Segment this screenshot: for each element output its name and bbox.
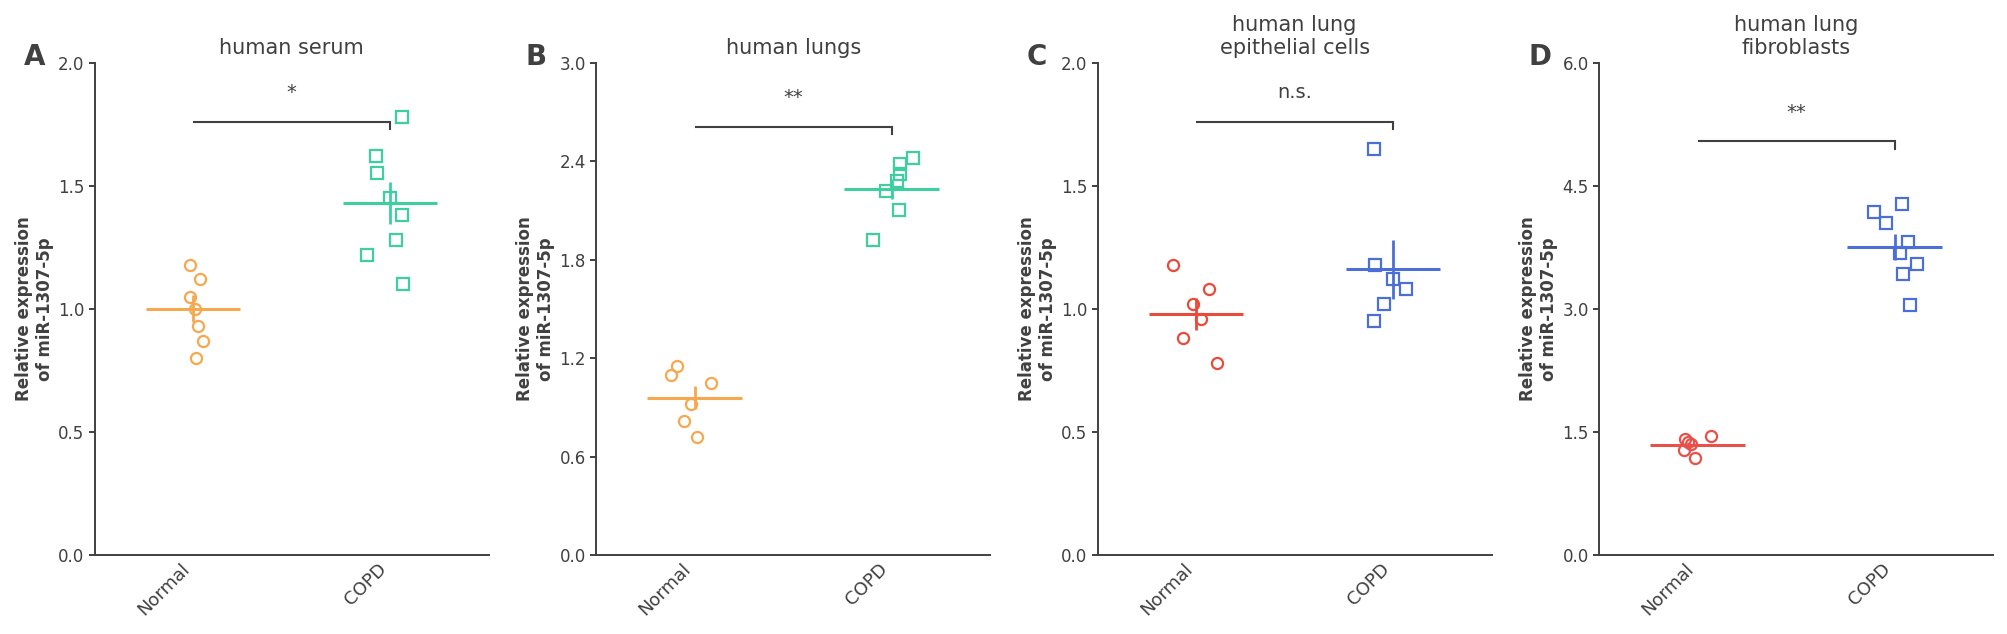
Title: human lungs: human lungs xyxy=(725,38,861,58)
Title: human lung
epithelial cells: human lung epithelial cells xyxy=(1218,15,1369,58)
Title: human lung
fibroblasts: human lung fibroblasts xyxy=(1732,15,1856,58)
Text: **: ** xyxy=(783,88,803,107)
Text: A: A xyxy=(24,43,46,71)
Text: **: ** xyxy=(1786,103,1804,122)
Text: n.s.: n.s. xyxy=(1276,83,1311,102)
Y-axis label: Relative expression
of miR-1307-5p: Relative expression of miR-1307-5p xyxy=(14,216,54,401)
Text: C: C xyxy=(1026,43,1048,71)
Text: B: B xyxy=(526,43,546,71)
Y-axis label: Relative expression
of miR-1307-5p: Relative expression of miR-1307-5p xyxy=(1018,216,1056,401)
Title: human serum: human serum xyxy=(219,38,363,58)
Y-axis label: Relative expression
of miR-1307-5p: Relative expression of miR-1307-5p xyxy=(516,216,554,401)
Text: *: * xyxy=(287,83,297,102)
Text: D: D xyxy=(1527,43,1551,71)
Y-axis label: Relative expression
of miR-1307-5p: Relative expression of miR-1307-5p xyxy=(1519,216,1557,401)
